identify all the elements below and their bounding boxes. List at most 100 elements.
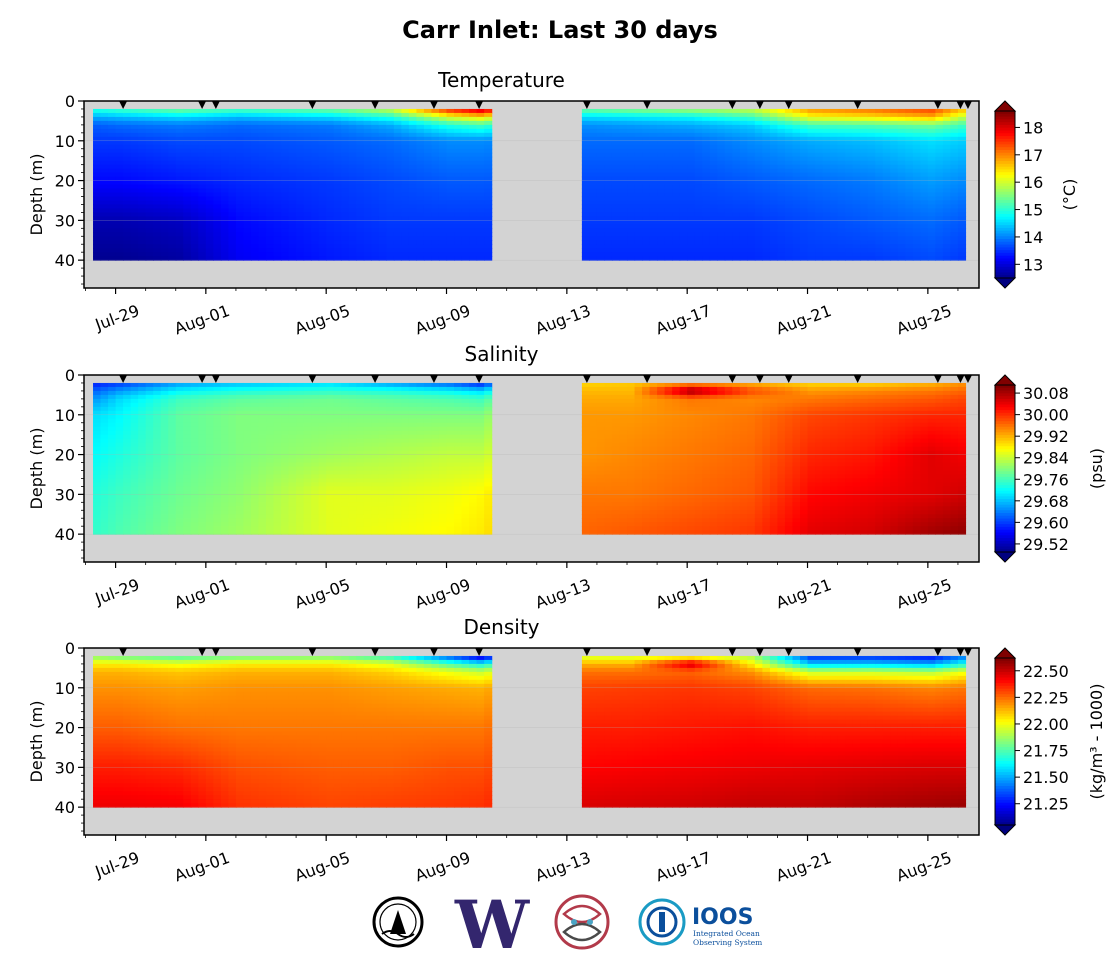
y-tick-label: 0 [65,366,75,385]
x-tick-label: Aug-13 [533,848,593,885]
x-tick-label: Aug-25 [894,848,954,885]
x-tick-label: Jul-29 [92,848,142,882]
y-tick-label: 40 [55,798,75,817]
sample-marker [371,375,380,383]
y-axis-label: Depth (m) [27,154,46,236]
axes-frame [83,374,980,563]
panel-title: Salinity [465,342,539,366]
y-tick-label: 10 [55,132,75,151]
colorbar-tick-label: 22.25 [1023,688,1069,707]
sample-marker [371,648,380,656]
colorbar-tick-label: 30.08 [1023,384,1069,403]
sample-marker [198,375,207,383]
x-tick-label: Jul-29 [92,301,142,335]
x-tick-label: Aug-25 [894,301,954,338]
colorbar-tick-label: 14 [1023,228,1043,247]
panel-temperature: Temperature 0 10 20 30 40 Depth (m) Jul-29 Aug-0… [27,68,1079,338]
sample-marker [784,101,793,109]
panel-salinity: Salinity 0 10 20 30 40 Depth (m) Jul-29 Aug-01 Au… [27,342,1106,612]
sample-marker [308,375,317,383]
sample-marker [933,375,942,383]
ioos-logo-subtitle-1: Integrated Ocean [693,929,760,938]
axes-frame [83,100,980,289]
y-tick-label: 20 [55,172,75,191]
sample-marker [933,648,942,656]
sample-marker [582,648,591,656]
figure-title: Carr Inlet: Last 30 days [402,16,718,44]
heatmap-cells [93,382,967,535]
ioos-logo-subtitle-2: Observing System [693,938,762,947]
sample-marker [308,101,317,109]
sample-marker [784,375,793,383]
sample-marker [728,648,737,656]
logo-row: W IOOS Integrated Ocean Observing System [372,890,762,954]
sample-marker [308,648,317,656]
colorbar-tick-label: 29.60 [1023,513,1069,532]
colorbar-tick-label: 21.50 [1023,768,1069,787]
sample-marker [853,375,862,383]
sample-marker [643,375,652,383]
y-tick-label: 40 [55,251,75,270]
uw-logo: W [454,890,530,954]
x-tick-label: Aug-21 [773,301,833,338]
colorbar-tick-label: 21.25 [1023,795,1069,814]
sample-marker [643,101,652,109]
x-tick-label: Aug-01 [172,301,232,338]
colorbar: 18 17 16 15 14 13 (°C) [993,100,1079,289]
colorbar-tick-label: 29.68 [1023,492,1069,511]
x-tick-label: Aug-21 [773,575,833,612]
colorbar-tick-label: 30.00 [1023,406,1069,425]
x-tick-label: Aug-17 [653,575,713,612]
x-tick-label: Aug-05 [292,848,352,885]
colorbar-tick-label: 17 [1023,146,1043,165]
sample-marker [211,101,220,109]
colorbar-label: (psu) [1087,448,1106,489]
x-tick-label: Aug-05 [292,575,352,612]
y-tick-label: 0 [65,639,75,658]
colorbar-label: (kg/m³ - 1000) [1087,684,1106,800]
sample-marker [475,101,484,109]
sample-marker [198,101,207,109]
sample-markers [119,375,972,383]
sample-marker [643,648,652,656]
sample-marker [211,648,220,656]
nanoos-logo [554,894,610,950]
sample-marker [853,101,862,109]
heatmap-cells [93,655,967,808]
x-tick-label: Aug-25 [894,575,954,612]
x-tick-label: Aug-05 [292,301,352,338]
colorbar-tick-label: 13 [1023,255,1043,274]
colorbar-tick-label: 29.76 [1023,470,1069,489]
colorbar-tick-label: 29.52 [1023,535,1069,554]
y-tick-label: 20 [55,446,75,465]
sample-marker [429,375,438,383]
sample-marker [119,375,128,383]
ioos-logo-text: IOOS [692,905,753,930]
gridlines [84,374,979,535]
uw-logo-letter: W [454,890,530,954]
colorbar-tick-label: 29.92 [1023,427,1069,446]
y-axis-label: Depth (m) [27,701,46,783]
ioos-logo: IOOS Integrated Ocean Observing System [638,898,762,947]
sample-marker [956,648,965,656]
sample-marker [582,375,591,383]
x-tick-label: Aug-09 [412,848,472,885]
panel-title: Temperature [437,68,565,92]
y-tick-label: 30 [55,758,75,777]
sample-marker [784,648,793,656]
axes-frame [83,647,980,836]
panel-density: Density 0 10 20 30 40 Depth (m) Jul-29 Aug-01 Aug… [27,615,1106,885]
colorbar-tick-label: 22.50 [1023,662,1069,681]
x-tick-label: Aug-13 [533,575,593,612]
sample-marker [728,101,737,109]
sample-marker [755,375,764,383]
colorbar-tick-label: 15 [1023,201,1043,220]
x-tick-label: Aug-13 [533,301,593,338]
colorbar-tick-label: 18 [1023,118,1043,137]
sample-marker [119,101,128,109]
colorbar-tick-label: 16 [1023,173,1043,192]
colorbar-tick-label: 21.75 [1023,742,1069,761]
y-tick-label: 20 [55,719,75,738]
x-tick-label: Jul-29 [92,575,142,609]
